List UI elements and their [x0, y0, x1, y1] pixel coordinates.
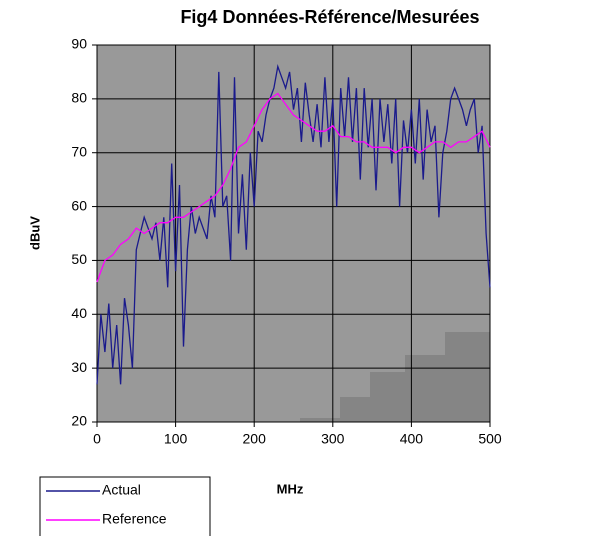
- x-tick-label: 300: [321, 431, 345, 447]
- x-tick-label: 500: [478, 431, 502, 447]
- x-tick-label: 0: [93, 431, 101, 447]
- y-tick-label: 70: [71, 143, 87, 159]
- legend-box: [39, 476, 211, 536]
- y-tick-label: 90: [71, 36, 87, 52]
- y-tick-label: 80: [71, 90, 87, 106]
- series-line: [96, 92, 491, 283]
- x-tick-label: 400: [400, 431, 424, 447]
- y-tick-label: 50: [71, 251, 87, 267]
- series-line: [96, 64, 491, 385]
- grid: 20 30 40 50 60 70 80 90 0 100 200 300 400 500: [71, 36, 501, 447]
- x-tick-label: 200: [243, 431, 267, 447]
- legend-label: Reference: [102, 511, 167, 527]
- y-tick-label: 40: [71, 305, 87, 321]
- x-tick-label: 100: [164, 431, 188, 447]
- y-tick-label: 60: [71, 197, 87, 213]
- plot-border: [96, 44, 491, 423]
- plot-shading: [300, 332, 490, 422]
- legend: Actual Reference: [39, 476, 211, 536]
- lines: [96, 64, 491, 385]
- legend-label: Actual: [102, 482, 141, 498]
- x-axis-title: MHz: [277, 481, 304, 496]
- y-tick-label: 20: [71, 413, 87, 429]
- y-axis-title: dBuV: [27, 216, 42, 250]
- chart-title: Fig4 Données-Référence/Mesurées: [180, 7, 479, 27]
- y-tick-label: 30: [71, 359, 87, 375]
